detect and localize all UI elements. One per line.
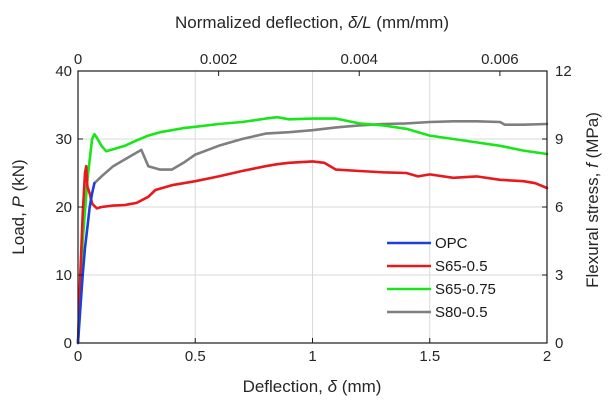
grid-lines (78, 71, 547, 343)
x2-tick-label: 0 (74, 51, 82, 68)
y-tick-label: 0 (64, 335, 72, 352)
legend-label-s80-0-5: S80-0.5 (435, 304, 488, 321)
series-line-opc (76, 181, 96, 345)
y-tick-label: 20 (55, 199, 72, 216)
x-tick-label: 1.5 (419, 348, 440, 365)
right-axis-title: Flexural stress, f (MPa) (583, 112, 602, 288)
y2-tick-label: 6 (555, 199, 563, 216)
y2-tick-label: 0 (555, 335, 563, 352)
y-tick-label: 40 (55, 63, 72, 80)
legend-label-s65-0-75: S65-0.75 (435, 281, 496, 298)
x2-tick-label: 0.004 (340, 51, 378, 68)
x-tick-label: 1 (308, 348, 316, 365)
x2-tick-label: 0.002 (200, 51, 238, 68)
x-tick-label: 0.5 (185, 348, 206, 365)
series-line-s65-0-5 (76, 160, 549, 345)
x-tick-label: 0 (74, 348, 82, 365)
y2-tick-label: 12 (555, 63, 572, 80)
x-tick-label: 2 (543, 348, 551, 365)
y2-tick-label: 9 (555, 131, 563, 148)
legend: OPC S65-0.5 S65-0.75 S80-0.5 (387, 235, 496, 321)
series-line-s80-0-5 (93, 120, 549, 185)
tick-marks (77, 70, 548, 344)
top-axis-title: Normalized deflection, δ/L (mm/mm) (175, 13, 449, 32)
y-tick-label: 30 (55, 131, 72, 148)
y-tick-label: 10 (55, 267, 72, 284)
x2-tick-label: 0.006 (481, 51, 519, 68)
y2-tick-label: 3 (555, 267, 563, 284)
series-layer (76, 115, 549, 345)
series-line-s65-0-75 (76, 115, 549, 345)
bottom-axis-title: Deflection, δ (mm) (243, 377, 382, 396)
legend-label-s65-0-5: S65-0.5 (435, 258, 488, 275)
left-axis-title: Load, P (kN) (9, 159, 28, 254)
legend-label-opc: OPC (435, 235, 468, 252)
